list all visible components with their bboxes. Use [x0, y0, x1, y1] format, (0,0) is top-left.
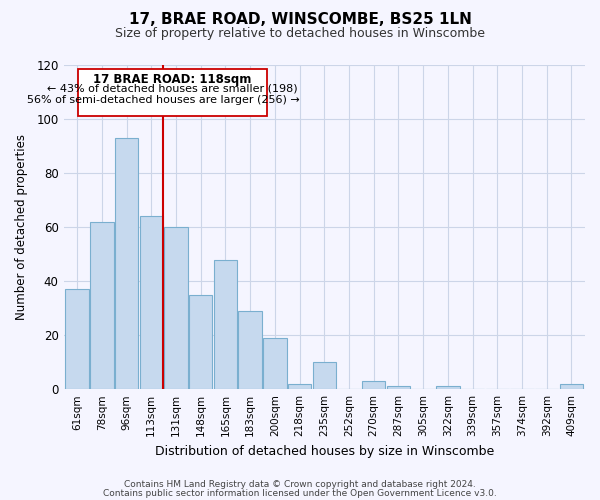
- Bar: [238, 311, 262, 389]
- Bar: [386, 386, 410, 389]
- Text: 17, BRAE ROAD, WINSCOMBE, BS25 1LN: 17, BRAE ROAD, WINSCOMBE, BS25 1LN: [128, 12, 472, 28]
- Text: Size of property relative to detached houses in Winscombe: Size of property relative to detached ho…: [115, 28, 485, 40]
- Text: 56% of semi-detached houses are larger (256) →: 56% of semi-detached houses are larger (…: [27, 96, 300, 106]
- Bar: [115, 138, 139, 389]
- Bar: [436, 386, 460, 389]
- Bar: [65, 289, 89, 389]
- Bar: [263, 338, 287, 389]
- Bar: [189, 294, 212, 389]
- Bar: [90, 222, 113, 389]
- Text: ← 43% of detached houses are smaller (198): ← 43% of detached houses are smaller (19…: [47, 84, 298, 94]
- Bar: [288, 384, 311, 389]
- Bar: [313, 362, 336, 389]
- Bar: [560, 384, 583, 389]
- Bar: [214, 260, 237, 389]
- Y-axis label: Number of detached properties: Number of detached properties: [15, 134, 28, 320]
- Bar: [164, 227, 188, 389]
- Bar: [362, 381, 385, 389]
- X-axis label: Distribution of detached houses by size in Winscombe: Distribution of detached houses by size …: [155, 444, 494, 458]
- Bar: [140, 216, 163, 389]
- Text: Contains public sector information licensed under the Open Government Licence v3: Contains public sector information licen…: [103, 489, 497, 498]
- FancyBboxPatch shape: [79, 69, 268, 116]
- Text: 17 BRAE ROAD: 118sqm: 17 BRAE ROAD: 118sqm: [93, 72, 251, 86]
- Text: Contains HM Land Registry data © Crown copyright and database right 2024.: Contains HM Land Registry data © Crown c…: [124, 480, 476, 489]
